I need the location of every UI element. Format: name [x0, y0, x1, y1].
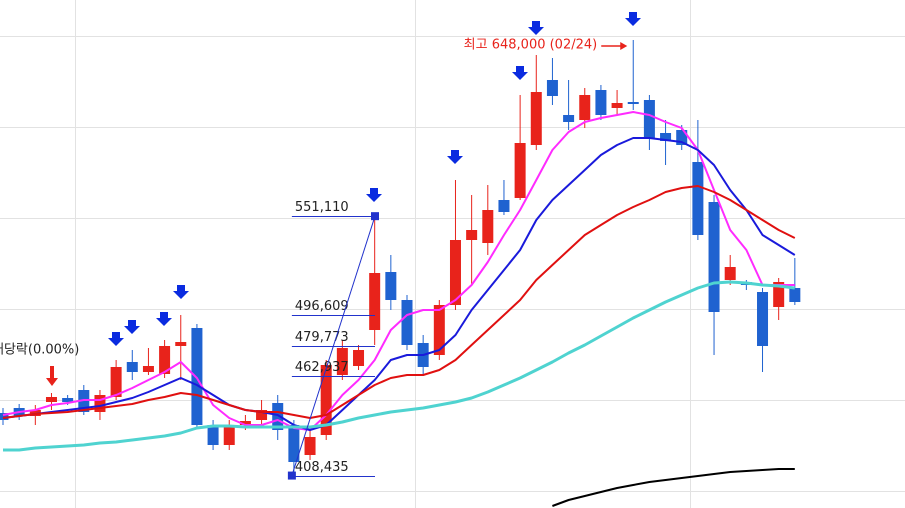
candle-body [724, 267, 736, 280]
candle-body [773, 282, 785, 307]
candle-body [94, 395, 106, 412]
candle-body [433, 305, 445, 355]
candle-body [643, 100, 655, 138]
candle-body [159, 346, 171, 374]
candle-body [563, 115, 575, 122]
candle-body [142, 366, 154, 372]
candle-body [579, 95, 591, 120]
candle-body [708, 202, 720, 312]
candle-body [175, 342, 187, 346]
candle-body [223, 425, 235, 445]
signal-arrow [512, 66, 528, 80]
fib-label: 551,110 [295, 200, 349, 215]
ma-line [2, 137, 796, 431]
fib-label: 479,773 [295, 330, 349, 345]
signal-arrow [366, 188, 382, 202]
candle-body [466, 230, 478, 240]
ma-line [552, 468, 795, 507]
candle-body [110, 367, 122, 397]
candle-body [369, 273, 381, 330]
signal-arrows [108, 12, 641, 346]
ma-line [3, 280, 795, 452]
candle-body [385, 272, 397, 300]
fib-trend [291, 216, 376, 476]
candle-body [789, 288, 801, 302]
max-arrow-head [620, 42, 628, 50]
candle-body [692, 162, 704, 235]
signal-arrow [124, 320, 140, 334]
candle-body [336, 348, 348, 375]
fib-handle [287, 471, 296, 480]
signal-arrow [447, 150, 463, 164]
candle-body [530, 92, 542, 145]
candle-body [272, 403, 284, 430]
ma-line [2, 111, 795, 431]
candle-body [353, 350, 365, 366]
candle-body [288, 425, 300, 462]
candle-body [660, 133, 672, 141]
ex-dividend-label: 배당락(0.00%) [0, 343, 79, 358]
candle-body [627, 102, 639, 104]
ex-dividend-arrow [46, 366, 58, 386]
candle-body [0, 413, 9, 420]
candle-body [45, 397, 57, 402]
candle-body [239, 421, 251, 425]
signal-arrow [173, 285, 189, 299]
candle-body [256, 410, 268, 420]
fib-handle [371, 212, 379, 221]
candle-body [401, 300, 413, 345]
signal-arrow [625, 12, 641, 26]
signal-arrow [108, 332, 124, 346]
fib-label: 462,937 [295, 360, 349, 375]
moving-averages [2, 111, 796, 507]
fib-label: 496,609 [295, 299, 349, 314]
signal-arrow [156, 312, 172, 326]
candle-body [449, 240, 461, 305]
candle-body [676, 130, 688, 145]
candle-body [191, 328, 203, 425]
ma-line [2, 185, 796, 419]
max-label: 최고 648,000 (02/24) [464, 38, 598, 53]
candle-body [482, 210, 494, 243]
candle-body [757, 292, 769, 346]
candle-body [611, 103, 623, 108]
signal-arrow [528, 21, 544, 35]
candle-body [320, 365, 332, 435]
candle-body [546, 80, 558, 96]
candle-body [207, 425, 219, 445]
fib-label: 408,435 [295, 460, 349, 475]
annotations: 551,110 496,609 479,773 462,937 408,435 최고 64… [287, 38, 628, 480]
candle-body [498, 200, 510, 212]
candle-body [62, 398, 74, 402]
candle-body [126, 362, 138, 372]
vertical-grid [75, 0, 691, 508]
candle-body [514, 143, 526, 198]
candle-body [595, 90, 607, 115]
candle-body [304, 437, 316, 455]
